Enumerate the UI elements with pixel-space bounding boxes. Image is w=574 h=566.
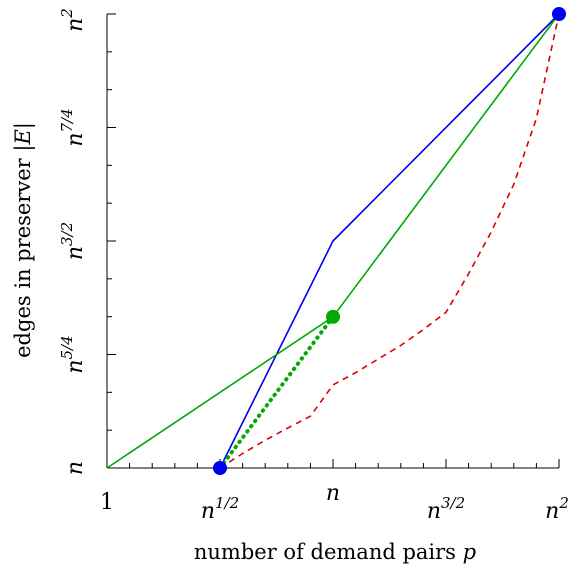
x-tick-label: n bbox=[326, 481, 340, 506]
x-axis-label: number of demand pairs p bbox=[194, 540, 476, 564]
y-tick-label: n3/2 bbox=[58, 222, 88, 260]
y-tick-label: n7/4 bbox=[58, 108, 88, 146]
y-tick-label: n2 bbox=[58, 8, 88, 32]
x-tick-label: 1 bbox=[100, 490, 114, 515]
marker-group bbox=[213, 7, 566, 475]
x-tick-label: n2 bbox=[545, 494, 569, 524]
data-point-2 bbox=[326, 309, 340, 324]
series-line-solid-0 bbox=[219, 13, 560, 469]
series-group bbox=[106, 13, 560, 470]
tick-labels: 1 n1/2 n n3/2 n2 n n5/4 n3/2 n7/4 n2 bbox=[58, 8, 569, 524]
data-point-0 bbox=[213, 461, 227, 475]
y-tick-label: n5/4 bbox=[58, 335, 88, 373]
axes bbox=[106, 13, 560, 469]
x-tick-label: n1/2 bbox=[201, 494, 239, 524]
series-line-dotted-2 bbox=[218, 314, 335, 470]
data-point-1 bbox=[552, 7, 566, 21]
y-tick-label: n bbox=[63, 461, 88, 475]
x-tick-label: n3/2 bbox=[427, 494, 465, 524]
y-axis-label: edges in preserver |E| bbox=[11, 122, 36, 358]
